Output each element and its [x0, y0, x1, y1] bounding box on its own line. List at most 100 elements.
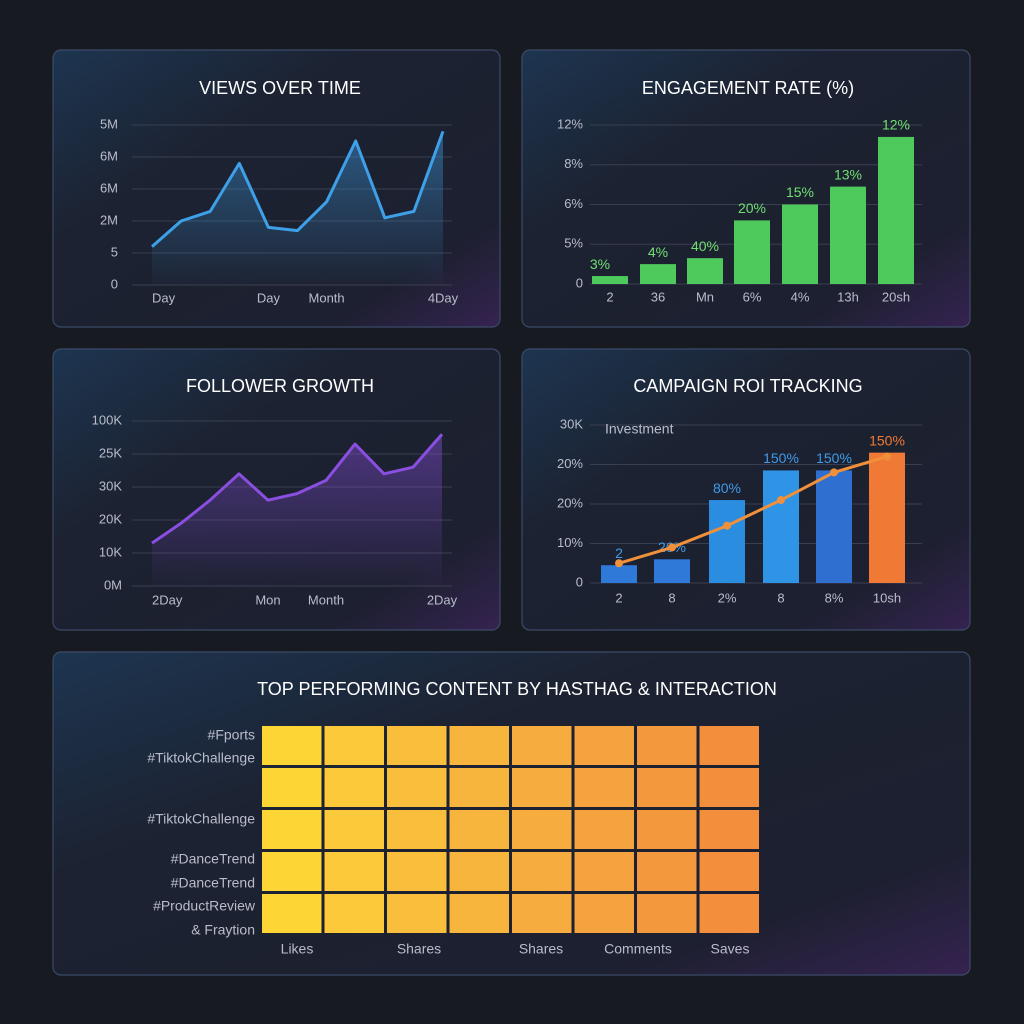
y-tick-label: 0 [111, 276, 118, 291]
heatmap-cell [637, 894, 697, 933]
row-label: #DanceTrend [171, 851, 255, 867]
line [151, 433, 444, 545]
heatmap-cell [637, 852, 697, 891]
chart-title: ENGAGEMENT RATE (%) [642, 78, 854, 98]
bar [878, 136, 914, 284]
legend-label: Investment [605, 421, 674, 437]
y-tick-label: 0 [576, 574, 583, 589]
heatmap-cell [387, 852, 447, 891]
bar [592, 276, 628, 284]
bar-label: 20% [738, 200, 766, 216]
row-label: #DanceTrend [171, 875, 255, 891]
heatmap-cell [262, 726, 322, 765]
line-point [668, 543, 676, 552]
row-label: #ProductReview [153, 898, 256, 914]
x-tick-label: 2Day [427, 592, 458, 607]
heatmap-cell [699, 810, 759, 849]
heatmap-cell [699, 894, 759, 933]
bar-label: 13% [834, 166, 862, 182]
bar-label: 3% [590, 256, 610, 272]
heatmap-cell [512, 726, 572, 765]
y-tick-label: 12% [557, 116, 583, 131]
heatmap-cell [574, 810, 634, 849]
heatmap-cell [449, 726, 509, 765]
line-point [615, 559, 623, 568]
bar-label: 4% [648, 244, 668, 260]
bar-label: 150% [763, 450, 799, 466]
x-tick-label: 4% [791, 289, 810, 304]
x-tick-label: Month [309, 290, 345, 305]
y-tick-label: 30K [99, 478, 122, 493]
heatmap-cell [262, 810, 322, 849]
x-tick-label: Day [257, 290, 281, 305]
x-tick-label: 8 [777, 590, 784, 605]
bar [654, 559, 690, 583]
heatmap-cell [324, 726, 384, 765]
bar-label: 12% [882, 117, 910, 133]
heatmap-cell [699, 726, 759, 765]
line-point [777, 496, 785, 505]
y-tick-label: 0 [576, 275, 583, 290]
x-tick-label: 4Day [428, 290, 459, 305]
y-tick-label: 100K [92, 412, 123, 427]
x-tick-label: 13h [837, 289, 859, 304]
heatmap-cell [574, 852, 634, 891]
row-label: #Fports [208, 727, 255, 743]
line [618, 455, 888, 565]
heatmap-cell [637, 726, 697, 765]
y-tick-label: 5M [100, 116, 118, 131]
heatmap-cell [574, 894, 634, 933]
x-tick-label: 6% [743, 289, 762, 304]
heatmap-cell [637, 810, 697, 849]
column-label: Comments [604, 941, 672, 957]
heatmap-cell [324, 894, 384, 933]
heatmap-cell [512, 894, 572, 933]
area [152, 434, 442, 586]
bar [869, 452, 905, 583]
y-tick-label: 30K [560, 416, 583, 431]
bar-label: 80% [713, 480, 741, 496]
x-tick-label: 20sh [882, 289, 910, 304]
heatmap-cell [324, 768, 384, 807]
x-tick-label: 2 [606, 289, 613, 304]
line-point [830, 468, 838, 477]
line [151, 130, 445, 248]
bar-label: 40% [691, 238, 719, 254]
bar-label: 150% [869, 432, 905, 448]
heatmap-cell [574, 726, 634, 765]
column-label: Saves [711, 941, 750, 957]
x-tick-label: 2% [718, 590, 737, 605]
heatmap-cell [574, 768, 634, 807]
row-label: #TiktokChallenge [147, 750, 255, 766]
heatmap-cell [449, 810, 509, 849]
chart-title: FOLLOWER GROWTH [186, 376, 374, 396]
y-tick-label: 25K [99, 445, 122, 460]
bar [640, 264, 676, 284]
heatmap-cell [637, 768, 697, 807]
x-tick-label: Month [308, 592, 344, 607]
y-tick-label: 10% [557, 535, 583, 550]
x-tick-label: 8 [668, 590, 675, 605]
heatmap-cell [699, 852, 759, 891]
bar-label: 15% [786, 184, 814, 200]
heatmap-cell [262, 852, 322, 891]
heatmap-cell [387, 726, 447, 765]
bar-label: 2 [615, 545, 623, 561]
heatmap-cell [387, 768, 447, 807]
heatmap-cell [262, 894, 322, 933]
y-tick-label: 2M [100, 212, 118, 227]
y-tick-label: 20K [99, 511, 122, 526]
y-tick-label: 5 [111, 244, 118, 259]
line-point [723, 521, 731, 530]
bar-label: 150% [816, 450, 852, 466]
column-label: Shares [397, 941, 441, 957]
bar [734, 220, 770, 284]
y-tick-label: 5% [564, 236, 583, 251]
y-tick-label: 20% [557, 495, 583, 510]
x-tick-label: 2 [615, 590, 622, 605]
y-tick-label: 0M [104, 577, 122, 592]
x-tick-label: Mn [696, 289, 714, 304]
bar [816, 470, 852, 583]
heatmap-cell [324, 810, 384, 849]
